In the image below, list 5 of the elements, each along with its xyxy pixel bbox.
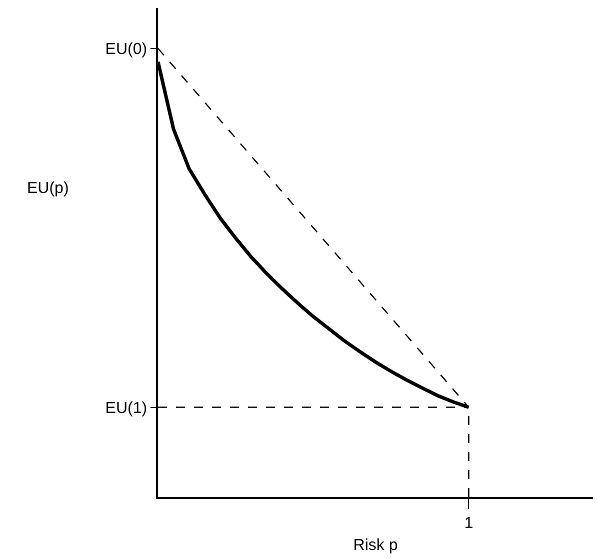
x-axis-title: Risk p — [353, 537, 398, 554]
text: EU(p) — [27, 180, 69, 197]
text: 1 — [464, 514, 474, 532]
text: EU(1) — [105, 400, 148, 417]
text: EU(0) — [105, 40, 148, 58]
